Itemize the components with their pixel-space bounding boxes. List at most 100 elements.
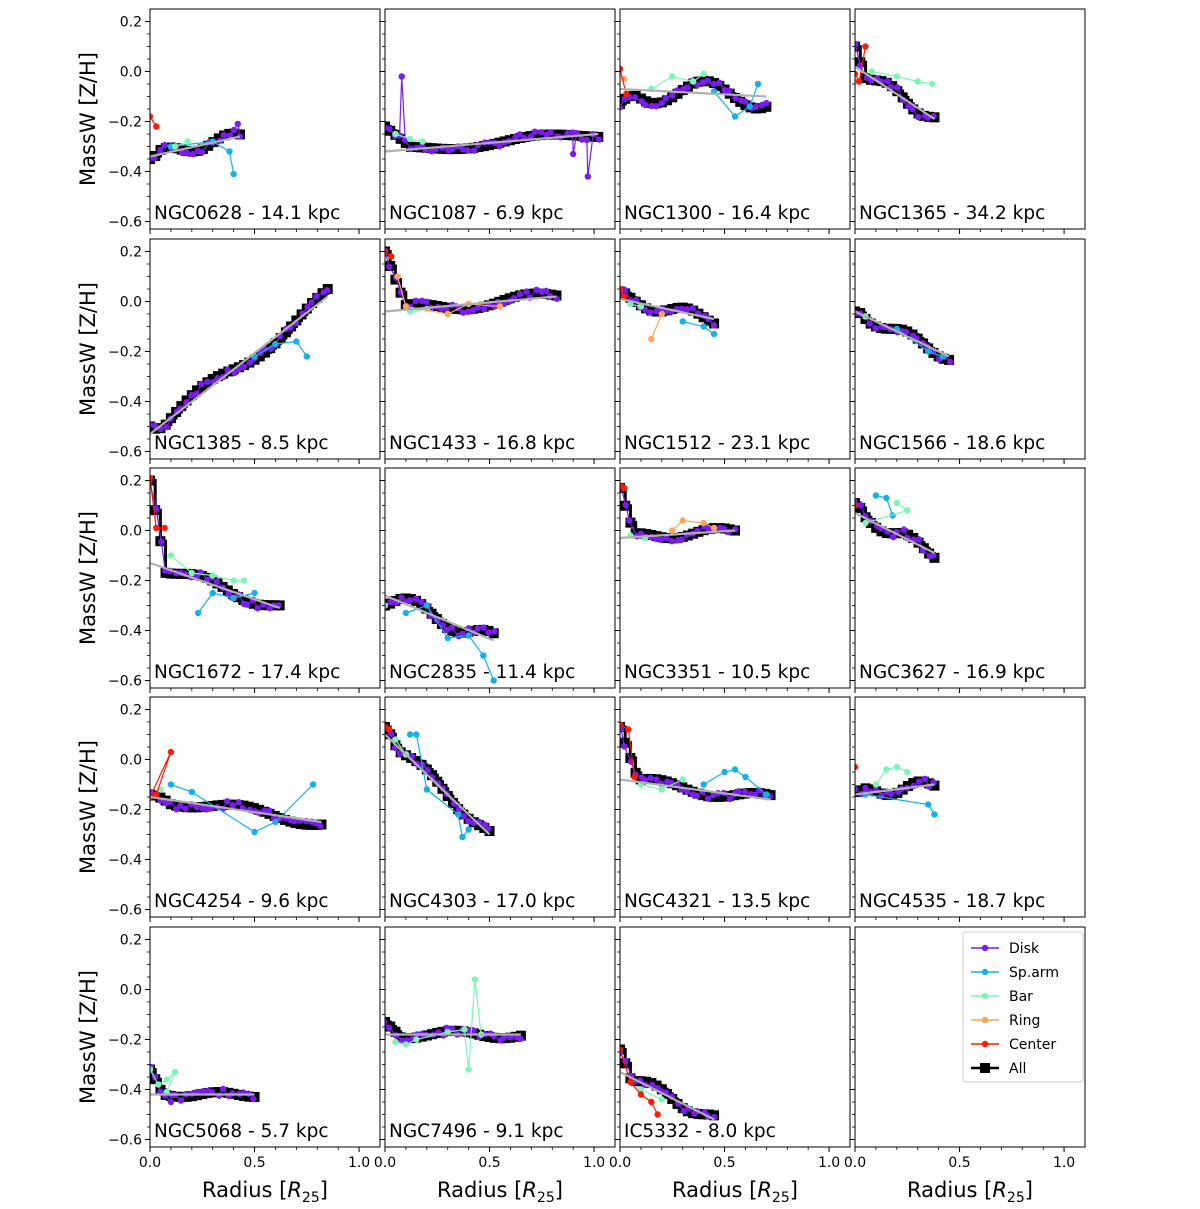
- disk-point: [657, 536, 665, 543]
- panel-NGC7496: 0.0 0.5 1.0 Radius [R25] NGC7496 - 9.1 kpc: [374, 926, 616, 1206]
- bar-point: [392, 1038, 399, 1046]
- bar-point: [150, 1066, 154, 1073]
- axis-ticks: [850, 709, 1065, 922]
- legend-marker: [981, 1016, 989, 1024]
- center-point: [654, 1111, 661, 1118]
- disk-point: [622, 501, 629, 509]
- plot-area: [620, 482, 740, 545]
- disk-point: [683, 788, 691, 795]
- bar-point: [929, 80, 936, 88]
- sparm-point: [465, 632, 472, 639]
- series-ring-line: [671, 519, 715, 531]
- disk-point: [543, 287, 550, 295]
- disk-point: [710, 322, 718, 329]
- plot-area: [385, 73, 604, 180]
- disk-point: [884, 77, 891, 85]
- panel-NGC4254: 0.2 0.0 −0.2 −0.4 −0.6 MassW [Z/H] NGC4254 - 9…: [76, 696, 381, 922]
- sparm-point: [746, 103, 753, 110]
- all-point: [416, 299, 427, 310]
- disk-point: [224, 366, 231, 373]
- y-axis-label: MassW [Z/H]: [76, 511, 100, 645]
- bar-point: [868, 68, 875, 75]
- sparm-point: [413, 731, 420, 738]
- disk-point: [647, 309, 654, 316]
- panel-frame: [384, 926, 616, 1148]
- center-point: [153, 791, 160, 798]
- fit-line: [385, 132, 599, 153]
- disk-point: [862, 784, 869, 792]
- panel-frame: [854, 467, 1086, 689]
- disk-point: [732, 94, 739, 102]
- disk-point: [584, 173, 592, 180]
- disk-point: [448, 624, 456, 631]
- sparm-point: [731, 766, 739, 773]
- disk-point: [890, 533, 897, 541]
- panel-frame: [384, 696, 616, 918]
- bar-point: [461, 1026, 468, 1033]
- panel-title: NGC1512 - 23.1 kpc: [624, 433, 810, 454]
- bar-point: [862, 519, 869, 527]
- legend-marker: [981, 992, 989, 1000]
- legend-item: Bar: [971, 989, 1033, 1005]
- plot-area: [855, 492, 940, 563]
- sparm-point: [931, 811, 938, 818]
- y-tick-label: −0.6: [108, 215, 142, 231]
- x-tick-label: 0.5: [713, 1155, 735, 1171]
- panel-NGC0628: 0.2 0.0 −0.2 −0.4 −0.6 MassW [Z/H] NGC0628 - 1…: [76, 8, 381, 234]
- panel-NGC1087: NGC1087 - 6.9 kpc: [380, 8, 616, 234]
- panel-title: NGC4303 - 17.0 kpc: [389, 891, 575, 912]
- all-point: [656, 775, 667, 786]
- center-point: [620, 484, 628, 492]
- all-point: [192, 385, 203, 396]
- disk-point: [474, 625, 482, 632]
- all-point: [243, 801, 254, 812]
- bar-point: [637, 1086, 645, 1093]
- bar-point: [184, 138, 191, 145]
- center-point: [623, 90, 630, 98]
- disk-point: [716, 79, 723, 87]
- all-point: [641, 96, 652, 107]
- disk-point: [490, 303, 498, 310]
- disk-point: [485, 825, 492, 832]
- panel-NGC3627: NGC3627 - 16.9 kpc: [850, 467, 1086, 693]
- center-point: [620, 65, 624, 73]
- series-ring-line: [650, 313, 663, 340]
- disk-point: [523, 288, 530, 295]
- disk-point: [485, 629, 492, 636]
- plot-area: [620, 721, 776, 803]
- disk-point: [921, 775, 929, 783]
- panel-NGC4535: NGC4535 - 18.7 kpc: [850, 696, 1086, 922]
- disk-point: [626, 517, 633, 524]
- disk-point: [878, 792, 885, 800]
- bar-point: [209, 572, 216, 579]
- legend: Disk Sp.arm Bar Ring Center All: [962, 931, 1084, 1083]
- disk-point: [620, 726, 625, 733]
- fit-line: [150, 561, 280, 610]
- disk-point: [177, 802, 184, 809]
- bar-point: [679, 776, 686, 783]
- x-tick-label: 0.5: [948, 1155, 970, 1171]
- y-tick-label: −0.6: [108, 445, 142, 461]
- disk-point: [304, 303, 311, 311]
- y-tick-label: 0.2: [120, 933, 142, 949]
- plot-area: [620, 65, 772, 120]
- all-point: [437, 1026, 448, 1037]
- sparm-point: [883, 494, 890, 502]
- bar-point: [385, 602, 389, 609]
- disk-point: [204, 378, 211, 386]
- disk-point: [250, 1095, 257, 1103]
- sparm-point: [226, 148, 233, 155]
- disk-point: [167, 1098, 175, 1106]
- y-axis-label: MassW [Z/H]: [76, 282, 100, 416]
- bar-point: [658, 786, 666, 793]
- disk-point: [735, 788, 742, 795]
- disk-point: [459, 309, 467, 316]
- disk-point: [663, 534, 670, 542]
- all-point: [515, 132, 526, 143]
- all-point: [479, 822, 490, 833]
- all-point: [196, 571, 207, 582]
- disk-point: [150, 421, 153, 428]
- all-point: [641, 1076, 652, 1087]
- panel-NGC1512: NGC1512 - 23.1 kpc: [615, 238, 851, 464]
- disk-point: [726, 795, 734, 803]
